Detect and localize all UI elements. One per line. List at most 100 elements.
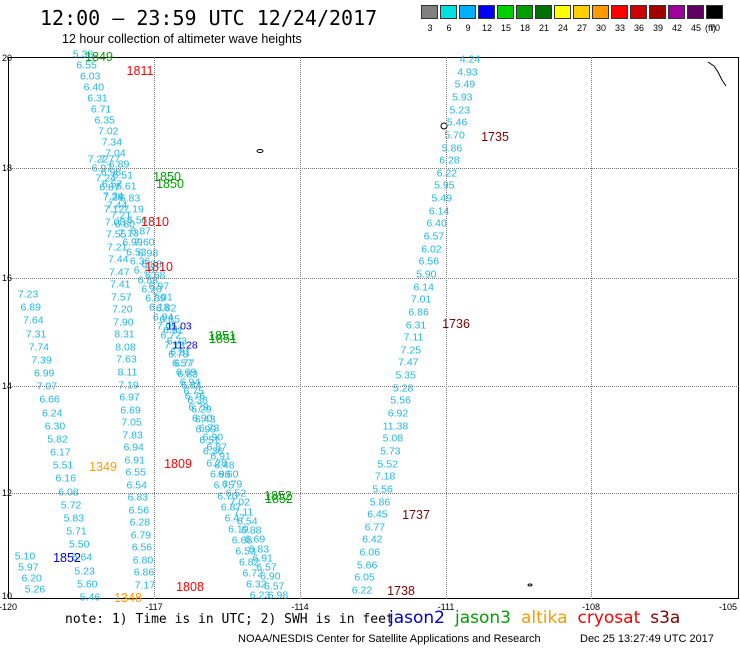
wave-height-value: 6.51 bbox=[199, 434, 220, 447]
legend-label: 6 bbox=[446, 23, 452, 33]
wave-height-value: 5.82 bbox=[47, 433, 68, 446]
wave-height-value: 5.52 bbox=[377, 458, 398, 471]
wave-height-value: 6.48 bbox=[214, 459, 235, 472]
wave-height-value: 6.43 bbox=[195, 413, 216, 426]
wave-height-value: 4.93 bbox=[457, 66, 478, 79]
generated-timestamp: Dec 25 13:27:49 UTC 2017 bbox=[580, 633, 714, 645]
wave-height-value: 6.87 bbox=[206, 441, 227, 454]
wave-height-value: 6.28 bbox=[129, 516, 151, 529]
wave-height-value: 6.90 bbox=[191, 412, 213, 425]
wave-height-value: 7.44 bbox=[108, 253, 129, 266]
wave-height-value: 7.60 bbox=[134, 236, 155, 249]
pass-time-label: 1851 bbox=[208, 329, 236, 343]
wave-height-value: 6.94 bbox=[179, 376, 201, 389]
wave-height-value: 6.30 bbox=[44, 420, 66, 433]
wave-height-value: 6.68 bbox=[231, 534, 253, 547]
pass-time-label: 1851 bbox=[209, 332, 237, 346]
wave-height-value: 6.24 bbox=[42, 407, 63, 420]
wave-height-value: 6.05 bbox=[354, 571, 375, 584]
legend-label: 3 bbox=[427, 23, 433, 33]
wave-height-value: 6.23 bbox=[249, 589, 271, 602]
wave-height-value: 7.19 bbox=[118, 379, 139, 392]
wave-height-value: 6.51 bbox=[112, 169, 133, 182]
satellite-name-cryosat: cryosat bbox=[577, 608, 641, 628]
wave-height-value: 6.56 bbox=[131, 541, 153, 554]
wave-height-value: 6.86 bbox=[133, 566, 155, 579]
wave-height-value: 5.71 bbox=[66, 525, 87, 538]
wave-height-value: 5.51 bbox=[52, 459, 74, 472]
wave-height-value: 6.91 bbox=[124, 454, 145, 467]
legend-swatch bbox=[592, 5, 609, 19]
legend-unit: (ft) bbox=[705, 23, 716, 33]
wave-height-value: 6.68 bbox=[145, 269, 166, 282]
wave-height-value: 7.34 bbox=[103, 190, 124, 203]
wave-height-value: 6.99 bbox=[33, 367, 55, 380]
latitude-label: 20 bbox=[2, 53, 13, 63]
wave-height-value: 6.32 bbox=[246, 578, 267, 591]
wave-height-value: 6.77 bbox=[364, 521, 386, 534]
wave-height-value: 6.02 bbox=[421, 243, 442, 256]
wave-height-value: 7.23 bbox=[17, 288, 39, 301]
wave-height-value: 6.38 bbox=[187, 394, 208, 407]
wave-height-value: 6.66 bbox=[39, 393, 60, 406]
wave-height-value: 7.18 bbox=[374, 470, 396, 483]
wave-height-value: 6.90 bbox=[260, 570, 281, 583]
wave-height-value: 6.76 bbox=[133, 264, 155, 277]
wave-height-value: 7.02 bbox=[98, 125, 119, 138]
wave-height-value: 7.12 bbox=[103, 203, 125, 216]
wave-height-value: 7.47 bbox=[109, 266, 130, 279]
wave-height-value: 6.87 bbox=[99, 181, 120, 194]
wave-height-value: 6.85 bbox=[159, 313, 180, 326]
wave-height-value: 7.05 bbox=[121, 416, 142, 429]
wave-height-value: 6.82 bbox=[155, 302, 177, 315]
wave-height-value: 6.53 bbox=[126, 246, 147, 259]
wave-height-value: 5.56 bbox=[390, 394, 411, 407]
wave-height-value: 6.56 bbox=[418, 255, 440, 268]
wave-height-value: 5.64 bbox=[71, 551, 93, 564]
wave-height-value: 6.36 bbox=[129, 255, 151, 268]
longitude-gridline bbox=[154, 57, 155, 599]
wave-height-value: 6.83 bbox=[177, 368, 198, 381]
map-frame bbox=[8, 57, 739, 599]
wave-height-value: 7.13 bbox=[118, 227, 139, 240]
island-marker bbox=[527, 583, 533, 587]
wave-height-value: 6.98 bbox=[267, 589, 289, 602]
wave-height-value: 6.57 bbox=[263, 580, 285, 593]
wave-height-value: 6.78 bbox=[168, 348, 189, 361]
wave-height-value: 6.72 bbox=[160, 329, 181, 342]
legend-swatch bbox=[497, 5, 514, 19]
wave-height-value: 6.91 bbox=[210, 450, 231, 463]
wave-height-value: 6.70 bbox=[217, 490, 238, 503]
island-marker bbox=[256, 149, 264, 153]
pass-time-label: 1810 bbox=[141, 215, 169, 229]
wave-height-value: 6.99 bbox=[195, 423, 217, 436]
latitude-gridline bbox=[8, 493, 739, 494]
wave-height-value: 6.84 bbox=[181, 379, 202, 392]
island-marker bbox=[440, 122, 448, 130]
wave-height-value: 6.71 bbox=[90, 103, 112, 116]
legend-swatch bbox=[706, 5, 723, 19]
wave-height-value: 7.24 bbox=[95, 172, 116, 185]
wave-height-value: 6.69 bbox=[120, 404, 141, 417]
wave-height-value: 5.46 bbox=[446, 116, 468, 129]
wave-height-value: 6.99 bbox=[122, 236, 143, 249]
wave-height-value: 6.14 bbox=[413, 281, 434, 294]
wave-height-value: 6.61 bbox=[116, 180, 137, 193]
legend-swatch bbox=[573, 5, 590, 19]
wave-height-value: 7.41 bbox=[110, 278, 131, 291]
wave-height-value: 6.96 bbox=[210, 468, 231, 481]
wave-height-value: 6.40 bbox=[426, 217, 447, 230]
legend-swatch bbox=[440, 5, 457, 19]
wave-height-value: 7.55 bbox=[105, 228, 127, 241]
wave-height-value: 6.45 bbox=[367, 508, 388, 521]
legend-swatch bbox=[421, 5, 438, 19]
wave-height-value: 6.82 bbox=[238, 556, 260, 569]
legend-swatch bbox=[687, 5, 704, 19]
wave-height-value: 6.75 bbox=[213, 479, 235, 492]
wave-height-value: 6.73 bbox=[198, 422, 220, 435]
wave-height-value: 6.77 bbox=[173, 357, 195, 370]
wave-height-value: 5.86 bbox=[441, 142, 463, 154]
latitude-gridline bbox=[8, 278, 739, 279]
longitude-gridline bbox=[300, 57, 301, 599]
wave-height-value: 7.07 bbox=[36, 380, 58, 393]
